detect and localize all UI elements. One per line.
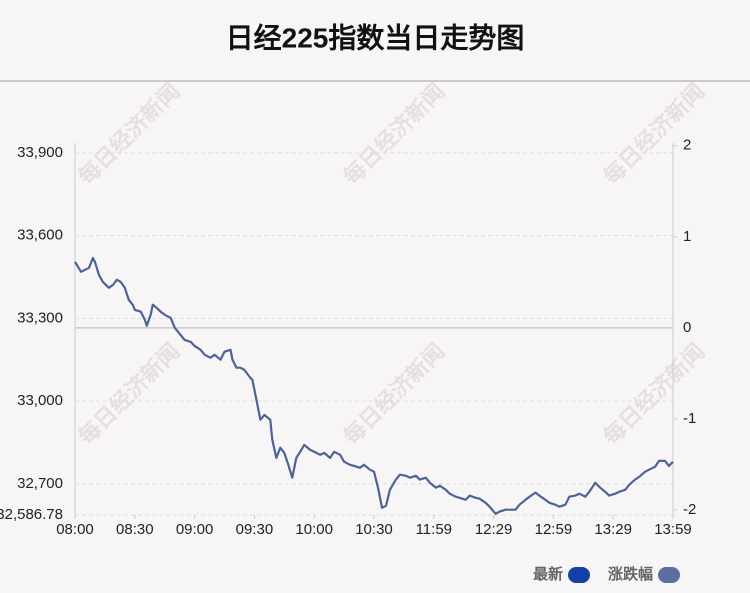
y2-tick-label: -1: [683, 410, 696, 427]
y-tick-label: 33,600: [17, 227, 63, 244]
y-tick-label: 33,300: [17, 309, 63, 326]
x-tick-label: 12:59: [535, 521, 573, 538]
x-tick-label: 13:29: [594, 521, 632, 538]
series-line: [74, 256, 674, 515]
x-tick-label: 09:30: [236, 521, 274, 538]
y-tick-label: 32,586.78: [0, 506, 63, 523]
x-tick-label: 10:30: [355, 521, 393, 538]
y2-tick-label: -2: [683, 501, 696, 518]
x-tick-label: 09:00: [176, 521, 214, 538]
x-tick-label: 08:00: [56, 521, 94, 538]
y2-tick-label: 0: [683, 319, 691, 336]
legend-swatch: [658, 567, 681, 583]
legend-label: 最新: [533, 565, 563, 583]
x-tick-label: 08:30: [116, 521, 154, 538]
chart-title: 日经225指数当日走势图: [226, 21, 525, 53]
y-tick-label: 33,000: [17, 392, 63, 409]
y-tick-label: 33,900: [17, 144, 63, 161]
legend-label: 涨跌幅: [608, 565, 653, 583]
legend-swatch: [568, 567, 591, 583]
x-tick-label: 11:59: [416, 521, 452, 538]
y-tick-label: 32,700: [17, 475, 63, 492]
x-tick-label: 13:59: [654, 521, 692, 538]
x-tick-label: 10:00: [295, 521, 333, 538]
y2-tick-label: 2: [683, 137, 691, 154]
x-tick-label: 12:29: [475, 521, 513, 538]
y2-tick-label: 1: [683, 228, 691, 245]
